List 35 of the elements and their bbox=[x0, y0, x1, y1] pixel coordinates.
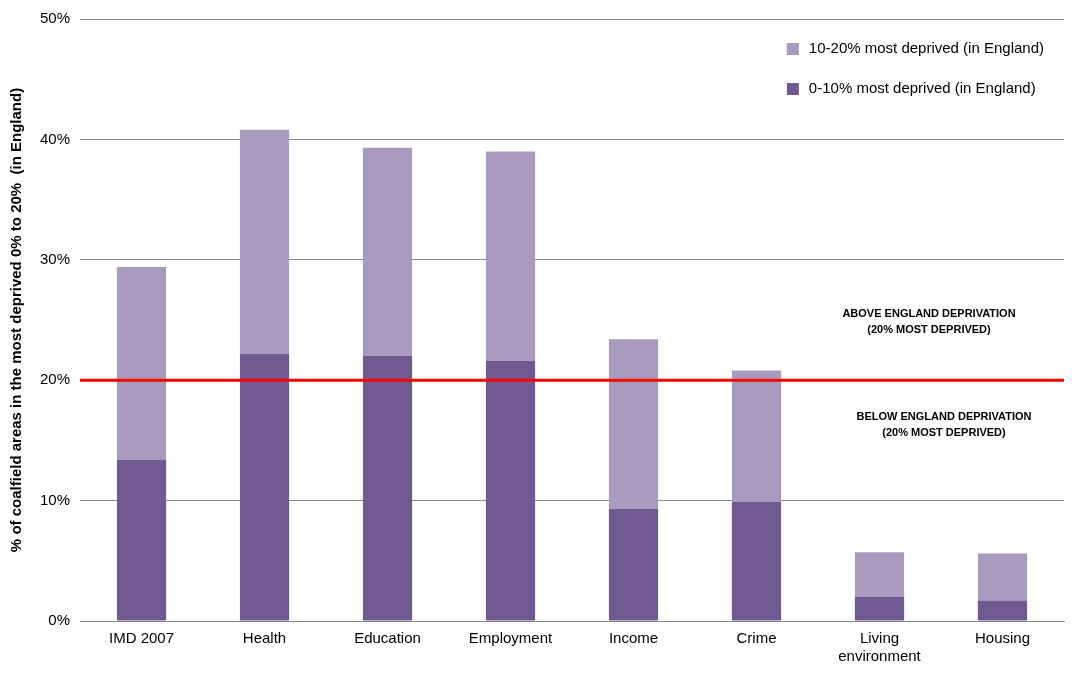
legend-label: 0-10% most deprived (in England) bbox=[808, 79, 1036, 97]
bar bbox=[731, 501, 782, 621]
bar bbox=[977, 600, 1028, 621]
y-tick-label: 50% bbox=[39, 9, 71, 27]
x-tick-label: Housing bbox=[974, 629, 1031, 647]
y-tick-label: 20% bbox=[39, 370, 71, 388]
x-tick-label: Crime bbox=[736, 629, 777, 647]
x-tick-label: IMD 2007 bbox=[109, 629, 175, 647]
bar bbox=[362, 356, 413, 621]
bar bbox=[854, 596, 905, 621]
annotation: ABOVE ENGLAND DEPRIVATION (20% MOST DEPRIVED) bbox=[842, 307, 1016, 336]
bar bbox=[731, 370, 782, 502]
bar bbox=[977, 553, 1028, 601]
bar bbox=[116, 267, 167, 460]
y-tick-label: 10% bbox=[39, 490, 71, 508]
bar bbox=[239, 353, 290, 621]
x-tick-label: Education bbox=[354, 629, 421, 647]
x-tick-label: Employment bbox=[468, 629, 554, 647]
bar bbox=[608, 339, 659, 510]
bar bbox=[854, 552, 905, 597]
bar bbox=[608, 509, 659, 621]
bar bbox=[116, 459, 167, 621]
x-tick-label: Living environment bbox=[838, 629, 922, 665]
bar bbox=[362, 147, 413, 357]
y-tick-label: 0% bbox=[48, 611, 71, 629]
legend-label: 10-20% most deprived (in England) bbox=[808, 39, 1045, 57]
y-tick-label: 30% bbox=[39, 249, 71, 267]
bar bbox=[485, 151, 536, 361]
y-axis-title: % of coalfield areas in the most deprived 0% to 20% (in England) bbox=[7, 87, 25, 553]
annotation: BELOW ENGLAND DEPRIVATION (20% MOST DEPRIVED) bbox=[856, 410, 1032, 439]
x-tick-label: Income bbox=[608, 629, 659, 647]
y-tick-label: 40% bbox=[39, 129, 71, 147]
bar bbox=[485, 360, 536, 621]
bar bbox=[239, 129, 290, 354]
x-tick-label: Health bbox=[242, 629, 287, 647]
